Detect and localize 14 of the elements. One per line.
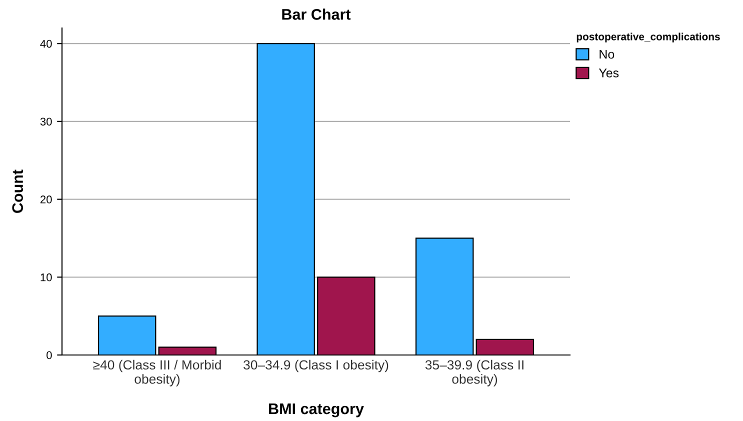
- chart-title: Bar Chart: [282, 8, 351, 20]
- x-tick-label: 30–34.9 (Class I obesity): [244, 360, 388, 372]
- legend-label: Yes: [598, 68, 619, 78]
- y-tick-label: 40: [40, 40, 52, 48]
- x-axis-title: BMI category: [269, 404, 364, 418]
- y-axis-title: Count: [12, 170, 24, 213]
- x-tick-label: 35–39.9 (Class II obesity): [425, 360, 524, 386]
- legend-title: postoperative_complications: [576, 32, 720, 42]
- x-tick-label: ≥40 (Class III / Morbid obesity): [93, 360, 221, 386]
- legend-label: No: [600, 50, 614, 59]
- y-tick-label: 30: [40, 118, 52, 126]
- y-tick-label: 0: [46, 351, 52, 360]
- y-tick-label: 20: [40, 196, 52, 204]
- y-tick-label: 10: [40, 273, 52, 282]
